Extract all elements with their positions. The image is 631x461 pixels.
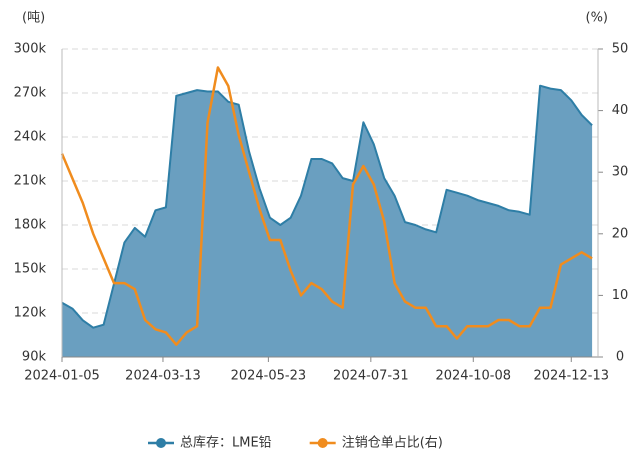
- y-tick-label: 210k: [14, 174, 47, 189]
- y-tick-label: 90k: [22, 350, 47, 365]
- x-tick-label: 2024-10-08: [435, 369, 511, 384]
- legend-label: 总库存：LME铅: [180, 435, 272, 451]
- y-tick-label: 270k: [14, 86, 47, 101]
- legend-label: 注销仓单占比(右): [342, 436, 443, 451]
- y-tick-label: 150k: [14, 262, 47, 277]
- x-tick-label: 2024-03-13: [125, 369, 201, 384]
- legend-item: 注销仓单占比(右): [309, 436, 443, 451]
- y2-unit: (%): [586, 11, 609, 26]
- y-tick-label: 240k: [14, 130, 47, 145]
- x-tick-label: 2024-05-23: [231, 369, 307, 384]
- y-tick-label: 300k: [14, 42, 47, 57]
- y2-tick-label: 40: [612, 103, 629, 118]
- y-tick-label: 120k: [14, 306, 47, 321]
- x-tick-label: 2024-12-13: [533, 369, 609, 384]
- y2-tick-label: 0: [616, 350, 624, 365]
- y2-tick-label: 50: [612, 42, 629, 57]
- x-tick-label: 2024-01-05: [24, 369, 100, 384]
- y2-tick-label: 10: [612, 288, 629, 303]
- line: [60, 66, 593, 346]
- y2-tick-label: 30: [612, 165, 629, 180]
- area-fill: [62, 85, 593, 357]
- y2-tick-label: 20: [612, 226, 629, 241]
- legend-marker: [156, 438, 166, 448]
- y-unit: (吨): [22, 11, 45, 26]
- legend-item: 总库存：LME铅: [148, 435, 272, 451]
- y-tick-label: 180k: [14, 218, 47, 233]
- legend-marker: [317, 438, 328, 448]
- x-tick-label: 2024-07-31: [333, 369, 409, 384]
- area-line: [61, 84, 593, 329]
